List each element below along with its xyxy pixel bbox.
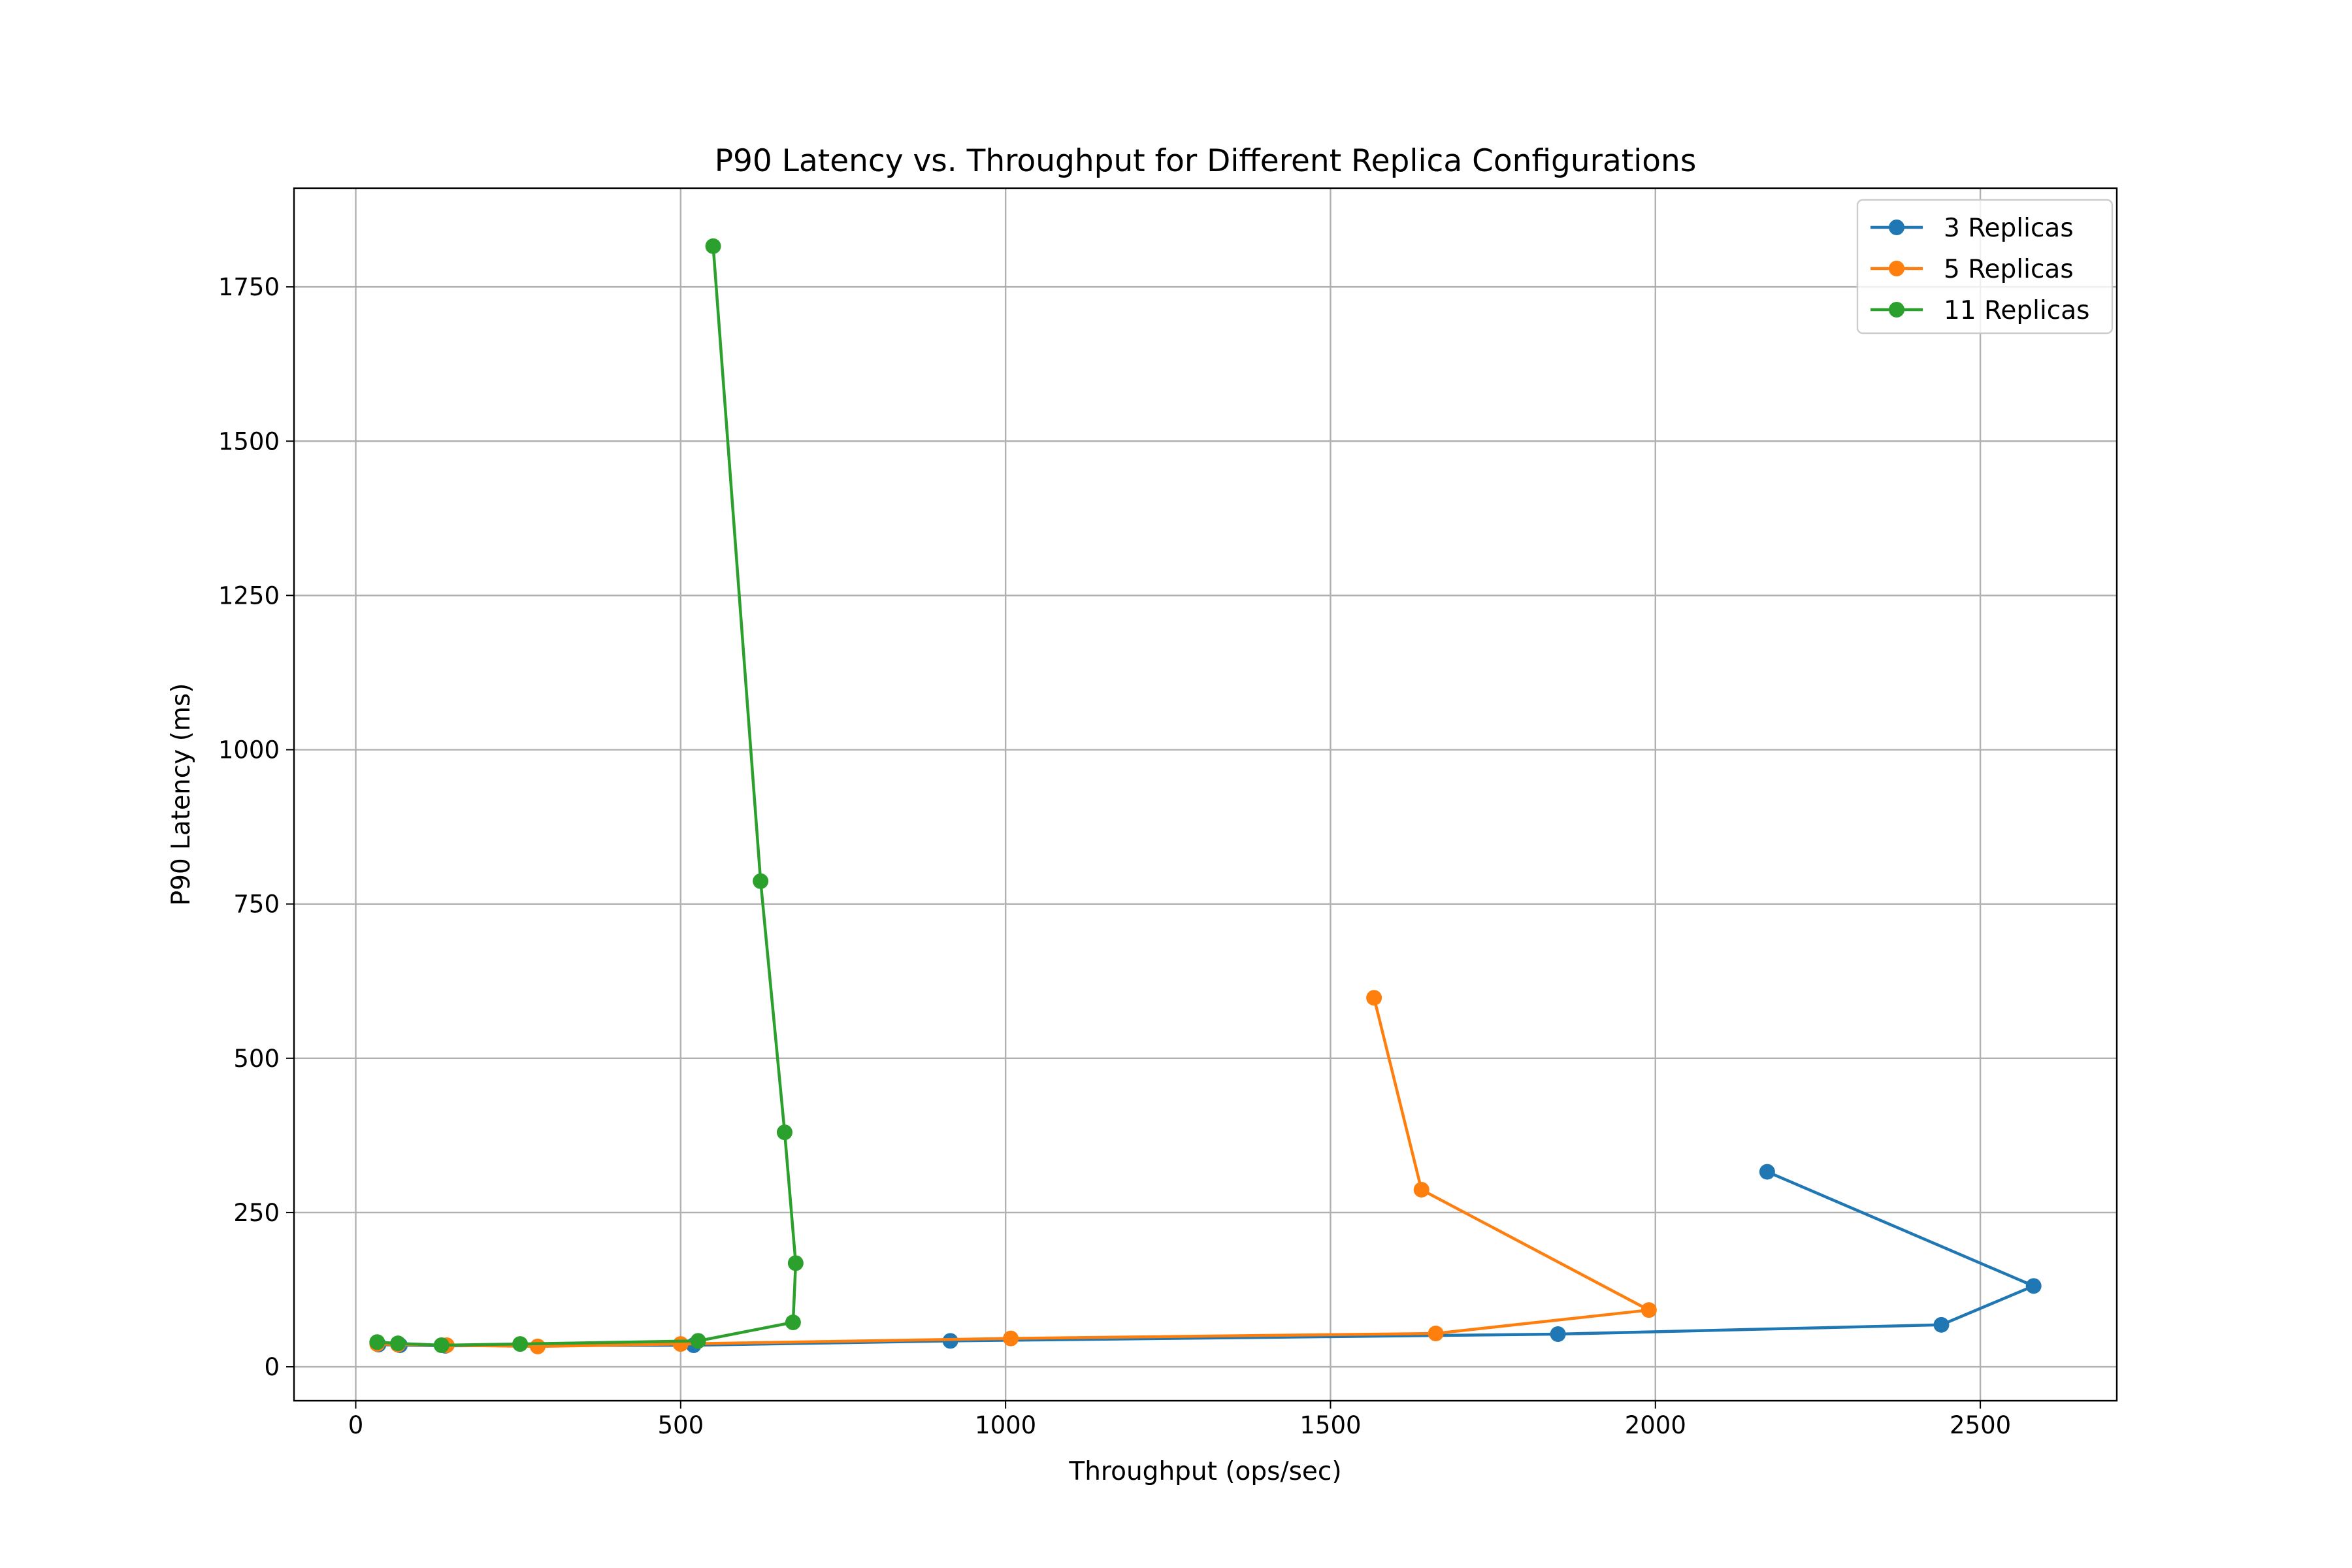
data-point	[777, 1124, 792, 1140]
y-axis-label: P90 Latency (ms)	[167, 683, 196, 906]
data-point	[530, 1339, 546, 1354]
x-tick-label: 1500	[1299, 1411, 1361, 1439]
legend-marker	[1889, 261, 1904, 276]
y-tick-label: 1500	[218, 427, 280, 455]
x-tick-label: 2500	[1950, 1411, 2011, 1439]
data-point	[753, 874, 768, 889]
data-point	[691, 1333, 706, 1348]
legend-marker	[1889, 302, 1904, 318]
x-tick-label: 2000	[1625, 1411, 1686, 1439]
data-point	[1414, 1182, 1429, 1198]
data-point	[512, 1336, 528, 1352]
x-axis-label: Throughput (ops/sec)	[1068, 1457, 1341, 1486]
y-tick-label: 750	[233, 890, 280, 919]
legend-marker	[1889, 220, 1904, 235]
x-tick-label: 500	[658, 1411, 704, 1439]
data-point	[1550, 1326, 1566, 1342]
data-point	[369, 1334, 385, 1350]
x-tick-label: 0	[348, 1411, 364, 1439]
y-tick-label: 1750	[218, 273, 280, 301]
chart-title: P90 Latency vs. Throughput for Different…	[715, 143, 1697, 179]
data-point	[434, 1337, 449, 1353]
data-point	[673, 1336, 689, 1352]
legend-label: 5 Replicas	[1944, 255, 2074, 284]
data-point	[2026, 1278, 2042, 1294]
data-point	[1428, 1326, 1444, 1341]
legend-label: 11 Replicas	[1944, 296, 2089, 325]
y-tick-label: 1000	[218, 736, 280, 764]
y-tick-label: 0	[264, 1353, 280, 1381]
data-point	[390, 1335, 406, 1351]
legend: 3 Replicas 5 Replicas 11 Replicas	[1857, 200, 2112, 333]
data-point	[785, 1315, 801, 1330]
y-tick-label: 250	[233, 1199, 280, 1227]
data-point	[1759, 1164, 1775, 1180]
data-point	[1366, 990, 1382, 1005]
y-tick-label: 1250	[218, 581, 280, 610]
data-point	[1641, 1302, 1657, 1318]
data-point	[1003, 1331, 1019, 1347]
data-point	[1933, 1317, 1949, 1333]
data-point	[706, 238, 721, 254]
legend-label: 3 Replicas	[1944, 214, 2074, 243]
data-point	[788, 1255, 804, 1271]
x-tick-label: 1000	[975, 1411, 1036, 1439]
y-tick-label: 500	[233, 1045, 280, 1073]
